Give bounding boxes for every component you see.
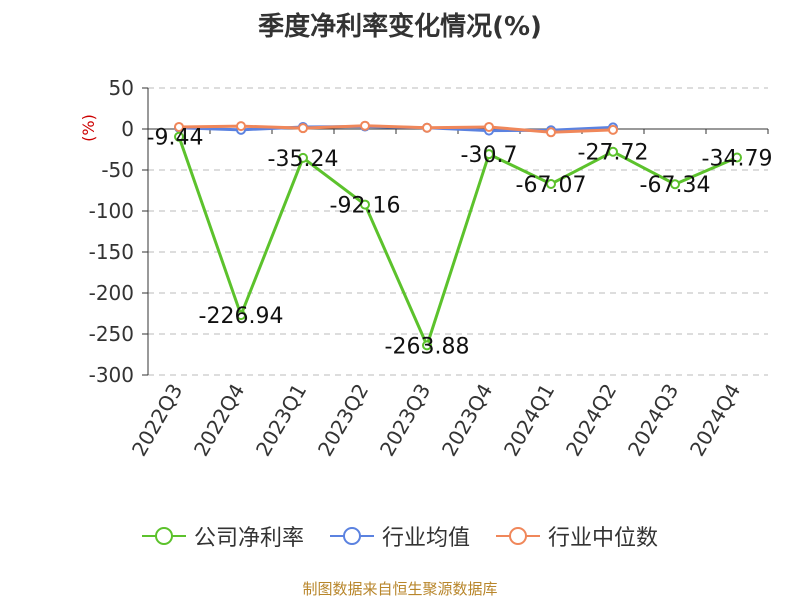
legend-item-industry-avg[interactable]: 行业均值 — [329, 520, 470, 552]
x-tick-label: 2024Q4 — [685, 380, 745, 461]
data-point-company — [546, 178, 556, 189]
x-tick-label: 2023Q3 — [375, 380, 435, 461]
chart-title: 季度净利率变化情况(%) — [258, 12, 542, 42]
data-point-company — [422, 340, 432, 351]
series-line-industry_median — [178, 124, 614, 134]
x-tick-label: 2024Q3 — [623, 380, 683, 461]
x-tick-label: 2023Q1 — [251, 380, 311, 461]
series-line-company — [177, 136, 738, 350]
legend-company-marker-icon — [141, 527, 186, 545]
data-label: -35.24 — [268, 147, 339, 172]
data-point-industry_median — [174, 121, 184, 132]
y-tick-label: -200 — [89, 281, 134, 305]
data-point-company — [670, 179, 680, 190]
data-label: -263.88 — [385, 334, 470, 359]
source-footnote: 制图数据来自恒生聚源数据库 — [302, 580, 498, 598]
y-tick-label: 50 — [109, 76, 134, 100]
y-axis-label: (%) — [79, 114, 98, 142]
data-point-company — [360, 199, 370, 210]
data-point-industry_median — [608, 124, 618, 135]
y-tick-label: -300 — [89, 363, 134, 387]
line-chart: 50 0 -50 -100 -150 -200 -250 -300 (%) 2022Q3 2022Q… — [79, 76, 773, 461]
y-tick-label: 0 — [121, 117, 134, 141]
data-label: -34.79 — [702, 147, 773, 172]
data-point-company — [236, 310, 246, 321]
legend-label-company: 公司净利率 — [193, 526, 304, 551]
legend: 公司净利率 行业均值 行业中位数 — [0, 520, 800, 552]
x-tick-label: 2023Q2 — [313, 380, 373, 461]
data-point-industry_median — [484, 121, 494, 132]
data-point-industry_median — [546, 127, 556, 138]
data-point-company — [608, 146, 618, 157]
data-label: -226.94 — [199, 304, 284, 329]
data-label: -27.72 — [578, 141, 649, 166]
x-tick-label: 2022Q3 — [127, 380, 187, 461]
legend-item-industry-median[interactable]: 行业中位数 — [496, 520, 658, 552]
data-label: -92.16 — [330, 194, 401, 219]
data-point-company — [732, 152, 742, 163]
data-label: -67.34 — [640, 173, 711, 198]
legend-label-industry-median: 行业中位数 — [548, 526, 659, 551]
y-tick-label: -50 — [101, 158, 134, 182]
x-tick-label: 2024Q2 — [561, 380, 621, 461]
x-tick-label: 2022Q4 — [189, 380, 249, 461]
data-point-industry_median — [422, 122, 432, 133]
x-tick-label: 2023Q4 — [437, 380, 497, 461]
data-point-industry_median — [360, 120, 370, 131]
data-point-industry_median — [236, 121, 246, 132]
data-point-company — [484, 149, 494, 160]
legend-industry-avg-marker-icon — [329, 527, 374, 545]
legend-label-industry-avg: 行业均值 — [381, 526, 470, 551]
data-label: -30.7 — [461, 143, 518, 168]
data-point-company — [298, 152, 308, 163]
data-label: -9.44 — [147, 126, 204, 151]
data-point-company — [174, 131, 184, 142]
y-tick-label: -250 — [89, 322, 134, 346]
x-tick-label: 2024Q1 — [499, 380, 559, 461]
legend-item-company[interactable]: 公司净利率 — [141, 520, 304, 552]
y-tick-label: -150 — [89, 240, 134, 264]
data-point-industry_median — [298, 123, 308, 134]
legend-industry-median-marker-icon — [496, 527, 540, 545]
y-tick-label: -100 — [89, 199, 134, 223]
data-label: -67.07 — [516, 173, 587, 198]
